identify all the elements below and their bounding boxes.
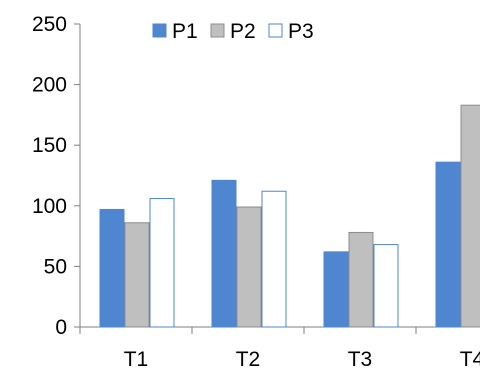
legend-label-p3: P3	[288, 20, 314, 43]
bar-p3-t3	[373, 244, 399, 328]
y-axis: 0 50 100 150 200 250	[32, 13, 81, 339]
legend-swatch-p2	[210, 23, 225, 38]
legend-label-p2: P2	[230, 20, 256, 43]
bar-p2-t1	[124, 222, 150, 328]
bar-p3-t1	[149, 198, 175, 328]
y-tick-label: 100	[32, 195, 67, 218]
y-tick-label: 250	[32, 13, 67, 36]
bar-p2-t2	[236, 206, 262, 328]
bar-p1-t4	[435, 161, 461, 328]
legend-swatch-p1	[152, 23, 167, 38]
bar-p1-t3	[323, 251, 349, 328]
y-tick-label: 150	[32, 134, 67, 157]
bar-p1-t1	[99, 208, 125, 328]
y-tick-label: 50	[44, 255, 67, 278]
legend-label-p1: P1	[172, 20, 198, 43]
legend: P1 P2 P3	[152, 20, 314, 43]
bars	[99, 104, 480, 328]
x-axis: T1 T2 T3 T4	[79, 326, 480, 371]
x-tick-label: T4	[460, 348, 480, 371]
y-tick-label: 200	[32, 74, 67, 97]
x-tick-label: T3	[348, 348, 373, 371]
bar-p3-t2	[261, 190, 287, 328]
x-tick-label: T1	[124, 348, 149, 371]
legend-swatch-p3	[268, 23, 283, 38]
y-tick-label: 0	[55, 316, 67, 339]
bar-p2-t3	[348, 231, 374, 328]
bar-p2-t4	[460, 104, 480, 328]
x-tick-label: T2	[236, 348, 261, 371]
bar-p1-t2	[211, 179, 237, 328]
